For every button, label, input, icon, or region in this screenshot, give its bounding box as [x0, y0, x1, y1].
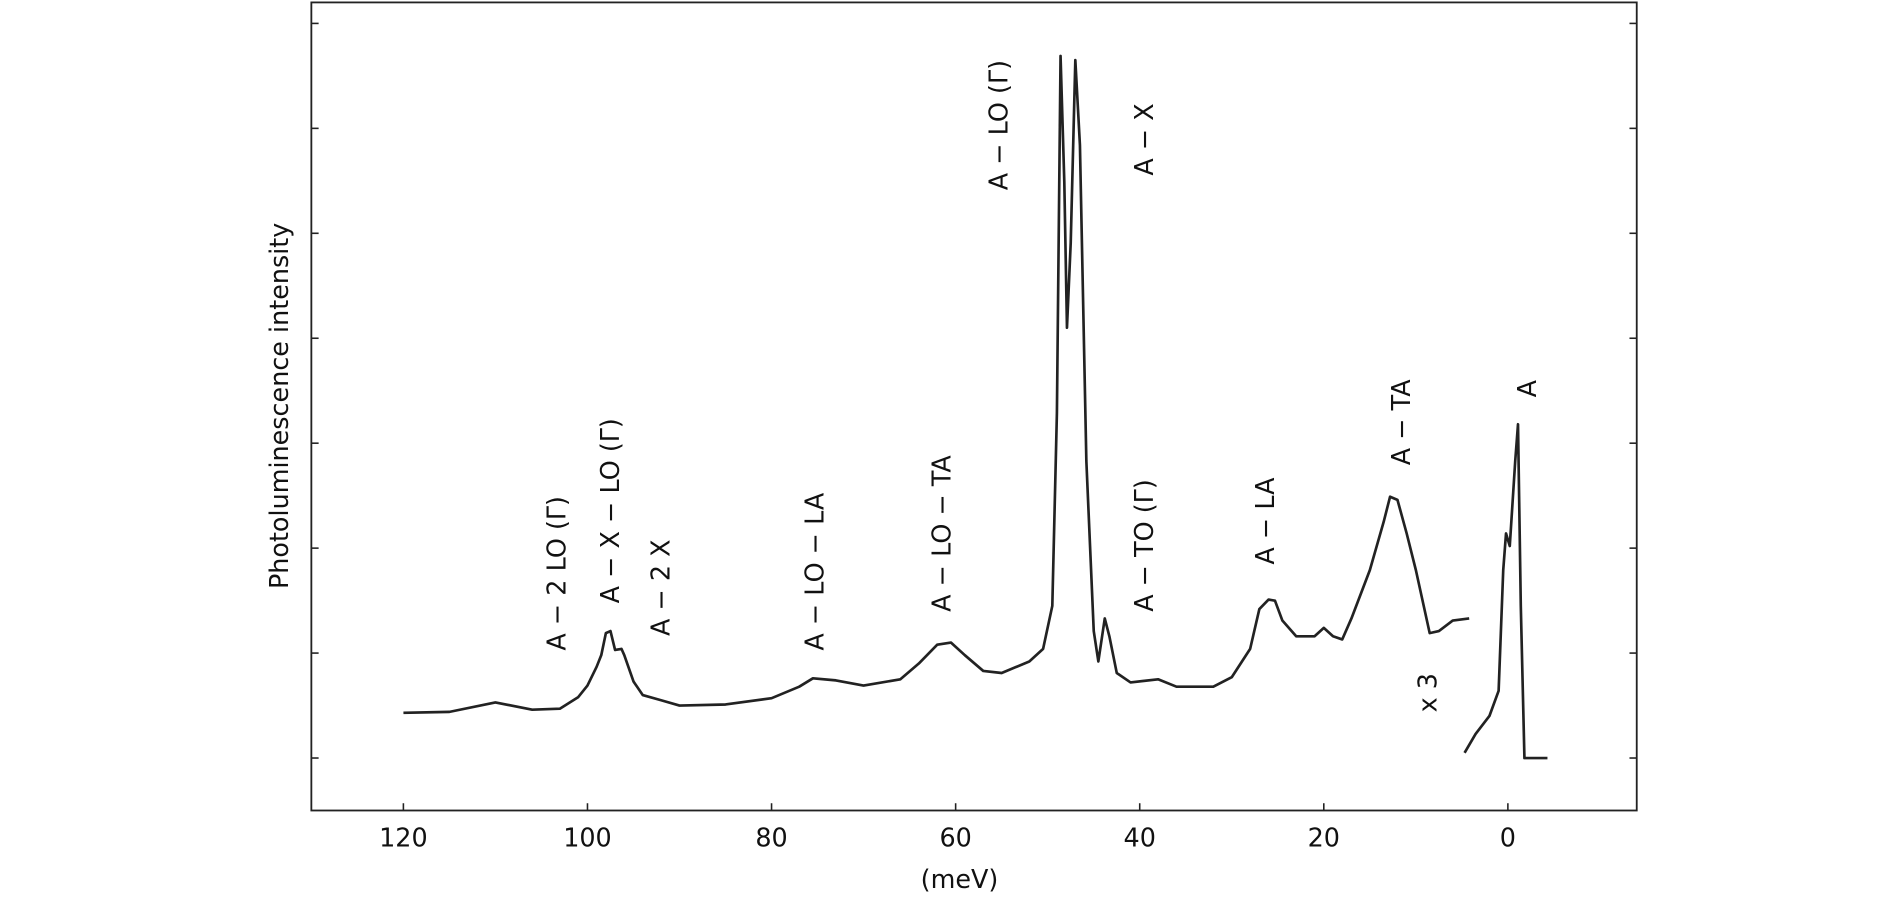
- peak-annotation: A − LO − LA: [800, 492, 830, 650]
- peak-annotation: A − LO − TA: [927, 455, 957, 612]
- x-tick-label: 100: [563, 823, 612, 853]
- peak-annotation: A − 2 LO (Γ): [542, 496, 572, 651]
- peak-annotation: A − LA: [1250, 477, 1280, 565]
- x-tick-label: 40: [1124, 823, 1156, 853]
- peak-annotation: A − X: [1129, 103, 1159, 175]
- x-tick-label: 120: [379, 823, 428, 853]
- x-tick-label: 20: [1308, 823, 1340, 853]
- peak-annotation: A: [1512, 379, 1542, 397]
- spectrum-line: [403, 54, 1470, 715]
- peak-annotation: A − TO (Γ): [1129, 479, 1159, 612]
- peak-annotation: A − 2 X: [646, 539, 676, 636]
- x-axis-label: (meV): [921, 864, 999, 894]
- peak-annotation: x 3: [1413, 673, 1443, 712]
- x-tick-label: 0: [1500, 823, 1516, 853]
- x-tick-label: 80: [755, 823, 787, 853]
- plot-area: (meV) Photoluminescence intensity 120 100…: [264, 1, 1638, 894]
- peak-annotation: A − LO (Γ): [984, 60, 1014, 190]
- spectrum-line: [1463, 422, 1548, 760]
- x-tick-label: 60: [939, 823, 971, 853]
- peak-annotation: A − X − LO (Γ): [595, 418, 625, 603]
- peak-annotation: A − TA: [1386, 379, 1416, 465]
- plot-frame: [310, 1, 1638, 812]
- y-axis-label: Photoluminescence intensity: [264, 223, 294, 589]
